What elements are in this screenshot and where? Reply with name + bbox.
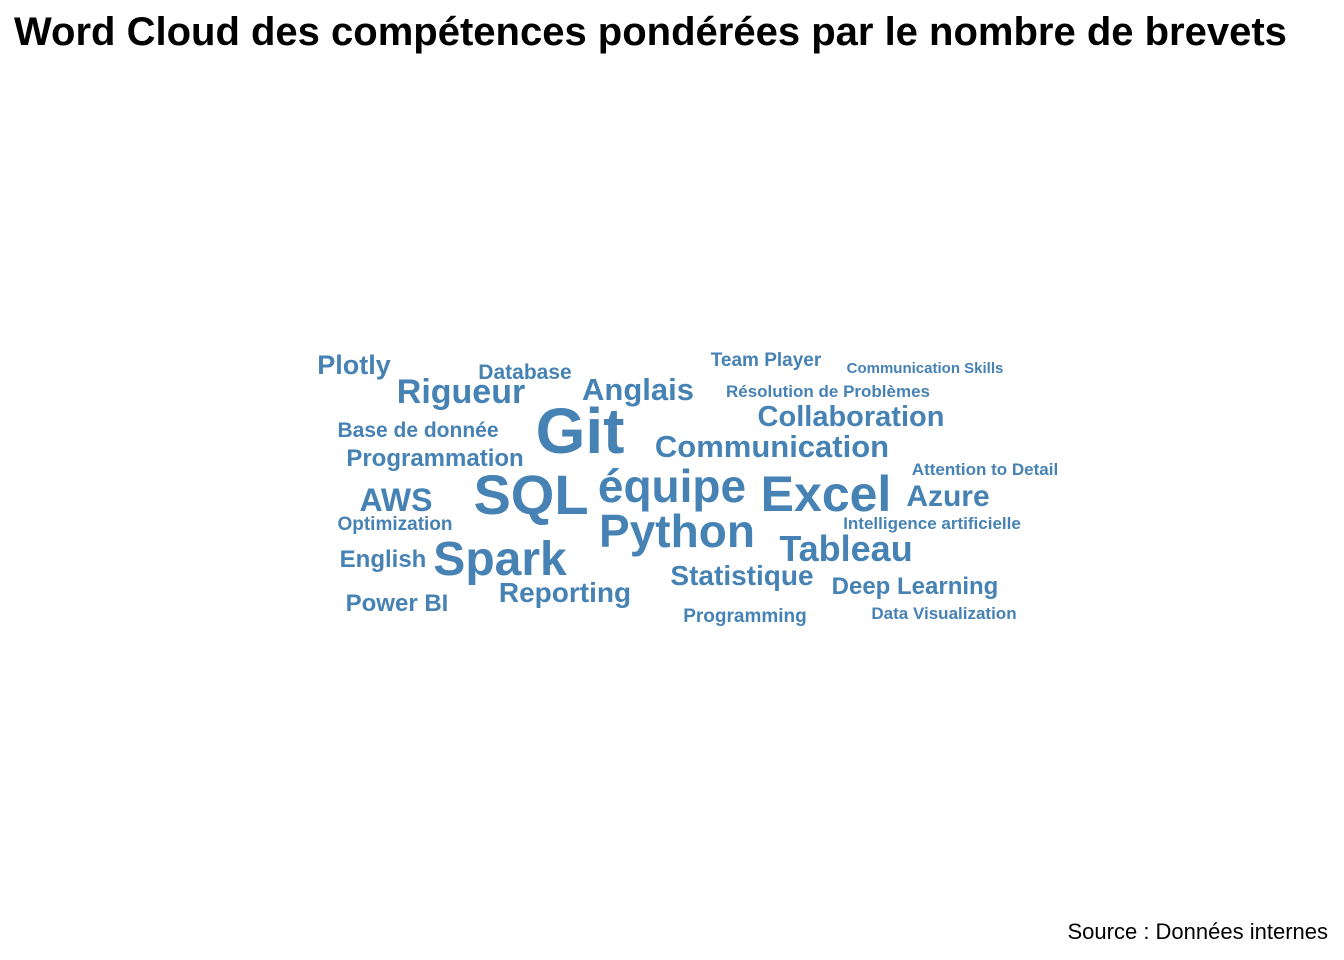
word-base-de-donnee: Base de donnée xyxy=(337,419,498,442)
word-reporting: Reporting xyxy=(499,577,631,608)
word-equipe: équipe xyxy=(598,460,746,512)
word-plotly: Plotly xyxy=(317,350,391,380)
word-team-player: Team Player xyxy=(711,350,822,371)
word-python: Python xyxy=(599,505,755,557)
word-intelligence-artificielle: Intelligence artificielle xyxy=(843,514,1021,533)
word-optimization: Optimization xyxy=(337,514,452,535)
source-caption: Source : Données internes xyxy=(1068,918,1329,946)
chart-title: Word Cloud des compétences pondérées par… xyxy=(14,9,1287,55)
word-programmation: Programmation xyxy=(346,445,523,472)
word-communication: Communication xyxy=(655,429,889,464)
word-sql: SQL xyxy=(473,463,588,526)
word-database: Database xyxy=(478,361,571,384)
word-statistique: Statistique xyxy=(670,560,813,591)
word-deep-learning: Deep Learning xyxy=(832,573,999,600)
word-azure: Azure xyxy=(906,480,989,513)
word-attention-to-detail: Attention to Detail xyxy=(912,460,1058,479)
word-resolution-de-problemes: Résolution de Problèmes xyxy=(726,382,930,401)
word-communication-skills: Communication Skills xyxy=(847,360,1004,377)
word-english: English xyxy=(340,546,427,573)
word-power-bi: Power BI xyxy=(346,590,449,617)
word-anglais: Anglais xyxy=(582,372,694,407)
word-aws: AWS xyxy=(360,482,433,518)
word-data-visualization: Data Visualization xyxy=(871,604,1016,623)
word-programming: Programming xyxy=(683,606,807,627)
